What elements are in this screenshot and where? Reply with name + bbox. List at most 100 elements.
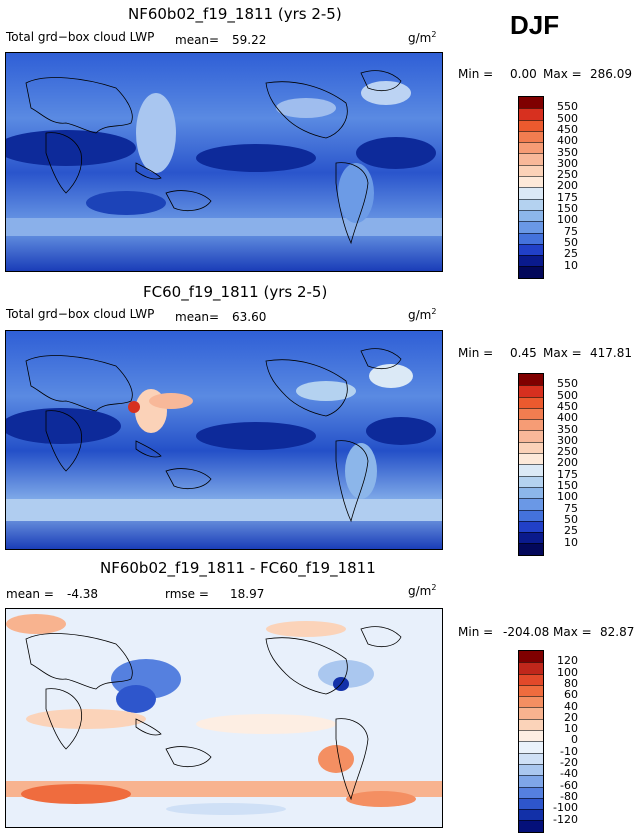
colorbar-swatch — [519, 396, 543, 408]
colorbar-tick-label: -100 — [553, 801, 578, 815]
colorbar-swatch — [519, 543, 543, 555]
colorbar-tick-label: 150 — [557, 202, 578, 215]
panel-3-mean-value: -4.38 — [67, 587, 99, 601]
colorbar-tick-label: 200 — [557, 456, 578, 470]
colorbar-tick-label: 250 — [557, 168, 578, 182]
colorbar-swatch — [519, 198, 543, 210]
colorbar-swatch — [519, 752, 543, 764]
colorbar-tick-label: 75 — [564, 224, 578, 238]
panel-1-map — [5, 52, 443, 272]
panel-3-rmse-label: rmse = — [165, 587, 209, 601]
colorbar-swatch — [519, 509, 543, 521]
colorbar-tick-label: 150 — [557, 479, 578, 492]
colorbar-swatch — [519, 243, 543, 256]
colorbar-tick-label: -60 — [560, 778, 578, 792]
colorbar-swatch — [519, 374, 543, 386]
colorbar-tick-label: 0 — [571, 733, 578, 747]
panel-1-min-value: 0.00 — [510, 67, 537, 81]
colorbar-swatch — [519, 430, 543, 442]
colorbar-swatch — [519, 532, 543, 544]
panel-2-min-label: Min = — [458, 346, 494, 360]
colorbar-swatch — [519, 786, 543, 798]
panel-3-colorbar — [518, 650, 544, 833]
colorbar-swatch — [519, 108, 543, 120]
colorbar-swatch — [519, 255, 543, 267]
colorbar-swatch — [519, 385, 543, 397]
season-label: DJF — [510, 10, 560, 40]
colorbar-tick-label: 550 — [557, 100, 578, 114]
panel-1-colorbar — [518, 96, 544, 279]
colorbar-swatch — [519, 464, 543, 476]
colorbar-swatch — [519, 651, 543, 663]
colorbar-swatch — [519, 730, 543, 742]
colorbar-tick-label: 20 — [564, 710, 578, 724]
panel-2-mean-label: mean= — [175, 310, 220, 324]
colorbar-swatch — [519, 775, 543, 787]
colorbar-swatch — [519, 707, 543, 719]
colorbar-tick-label: 500 — [557, 111, 578, 125]
colorbar-swatch — [519, 797, 543, 810]
colorbar-tick-label: 300 — [557, 156, 578, 170]
panel-1-mean-value: 59.22 — [232, 33, 267, 47]
colorbar-swatch — [519, 232, 543, 244]
panel-1-mean-label: mean= — [175, 33, 220, 47]
panel-3-max-value: 82.87 — [600, 625, 635, 639]
colorbar-swatch — [519, 809, 543, 821]
colorbar-tick-label: 100 — [557, 213, 578, 227]
colorbar-swatch — [519, 718, 543, 731]
panel-2-units: g/m2 — [408, 307, 437, 322]
colorbar-tick-label: 350 — [557, 145, 578, 159]
panel-2-max-label: Max = — [543, 346, 582, 360]
colorbar-tick-label: 175 — [557, 190, 578, 204]
colorbar-swatch — [519, 407, 543, 420]
panel-3-units: g/m2 — [408, 583, 437, 598]
colorbar-tick-label: 10 — [564, 722, 578, 736]
colorbar-tick-label: 250 — [557, 445, 578, 459]
panel-2-max-value: 417.81 — [590, 346, 632, 360]
panel-1-max-value: 286.09 — [590, 67, 632, 81]
colorbar-tick-label: 10 — [564, 258, 578, 272]
colorbar-swatch — [519, 498, 543, 510]
colorbar-swatch — [519, 119, 543, 131]
colorbar-tick-label: 25 — [564, 524, 578, 538]
colorbar-swatch — [519, 763, 543, 776]
panel-3-title: NF60b02_f19_1811 - FC60_f19_1811 — [100, 559, 376, 577]
colorbar-tick-label: -40 — [560, 767, 578, 781]
colorbar-swatch — [519, 673, 543, 685]
colorbar-swatch — [519, 187, 543, 199]
panel-2-mean-value: 63.60 — [232, 310, 267, 324]
colorbar-swatch — [519, 820, 543, 832]
colorbar-swatch — [519, 486, 543, 499]
colorbar-swatch — [519, 520, 543, 533]
colorbar-tick-label: 175 — [557, 467, 578, 481]
colorbar-tick-label: 400 — [557, 134, 578, 148]
colorbar-tick-label: -10 — [560, 744, 578, 758]
colorbar-tick-label: 450 — [557, 399, 578, 413]
colorbar-swatch — [519, 419, 543, 431]
colorbar-swatch — [519, 453, 543, 465]
colorbar-tick-label: 120 — [557, 654, 578, 668]
panel-3-map — [5, 608, 443, 828]
colorbar-tick-label: 400 — [557, 411, 578, 425]
colorbar-tick-label: 50 — [564, 235, 578, 249]
colorbar-tick-label: -120 — [553, 812, 578, 826]
panel-3-rmse-value: 18.97 — [230, 587, 265, 601]
colorbar-swatch — [519, 142, 543, 154]
colorbar-swatch — [519, 164, 543, 177]
panel-1-variable: Total grd−box cloud LWP — [6, 30, 155, 44]
colorbar-tick-label: 500 — [557, 388, 578, 402]
colorbar-tick-label: 100 — [557, 490, 578, 504]
panel-3-max-label: Max = — [553, 625, 592, 639]
panel-1-units: g/m2 — [408, 30, 437, 45]
colorbar-tick-label: 60 — [564, 688, 578, 702]
colorbar-tick-label: 50 — [564, 512, 578, 526]
colorbar-tick-label: 80 — [564, 676, 578, 690]
colorbar-swatch — [519, 684, 543, 697]
colorbar-swatch — [519, 441, 543, 454]
colorbar-swatch — [519, 209, 543, 222]
colorbar-tick-label: -20 — [560, 756, 578, 769]
colorbar-swatch — [519, 130, 543, 143]
colorbar-tick-label: 550 — [557, 377, 578, 391]
panel-2-colorbar — [518, 373, 544, 556]
colorbar-tick-label: 350 — [557, 422, 578, 436]
